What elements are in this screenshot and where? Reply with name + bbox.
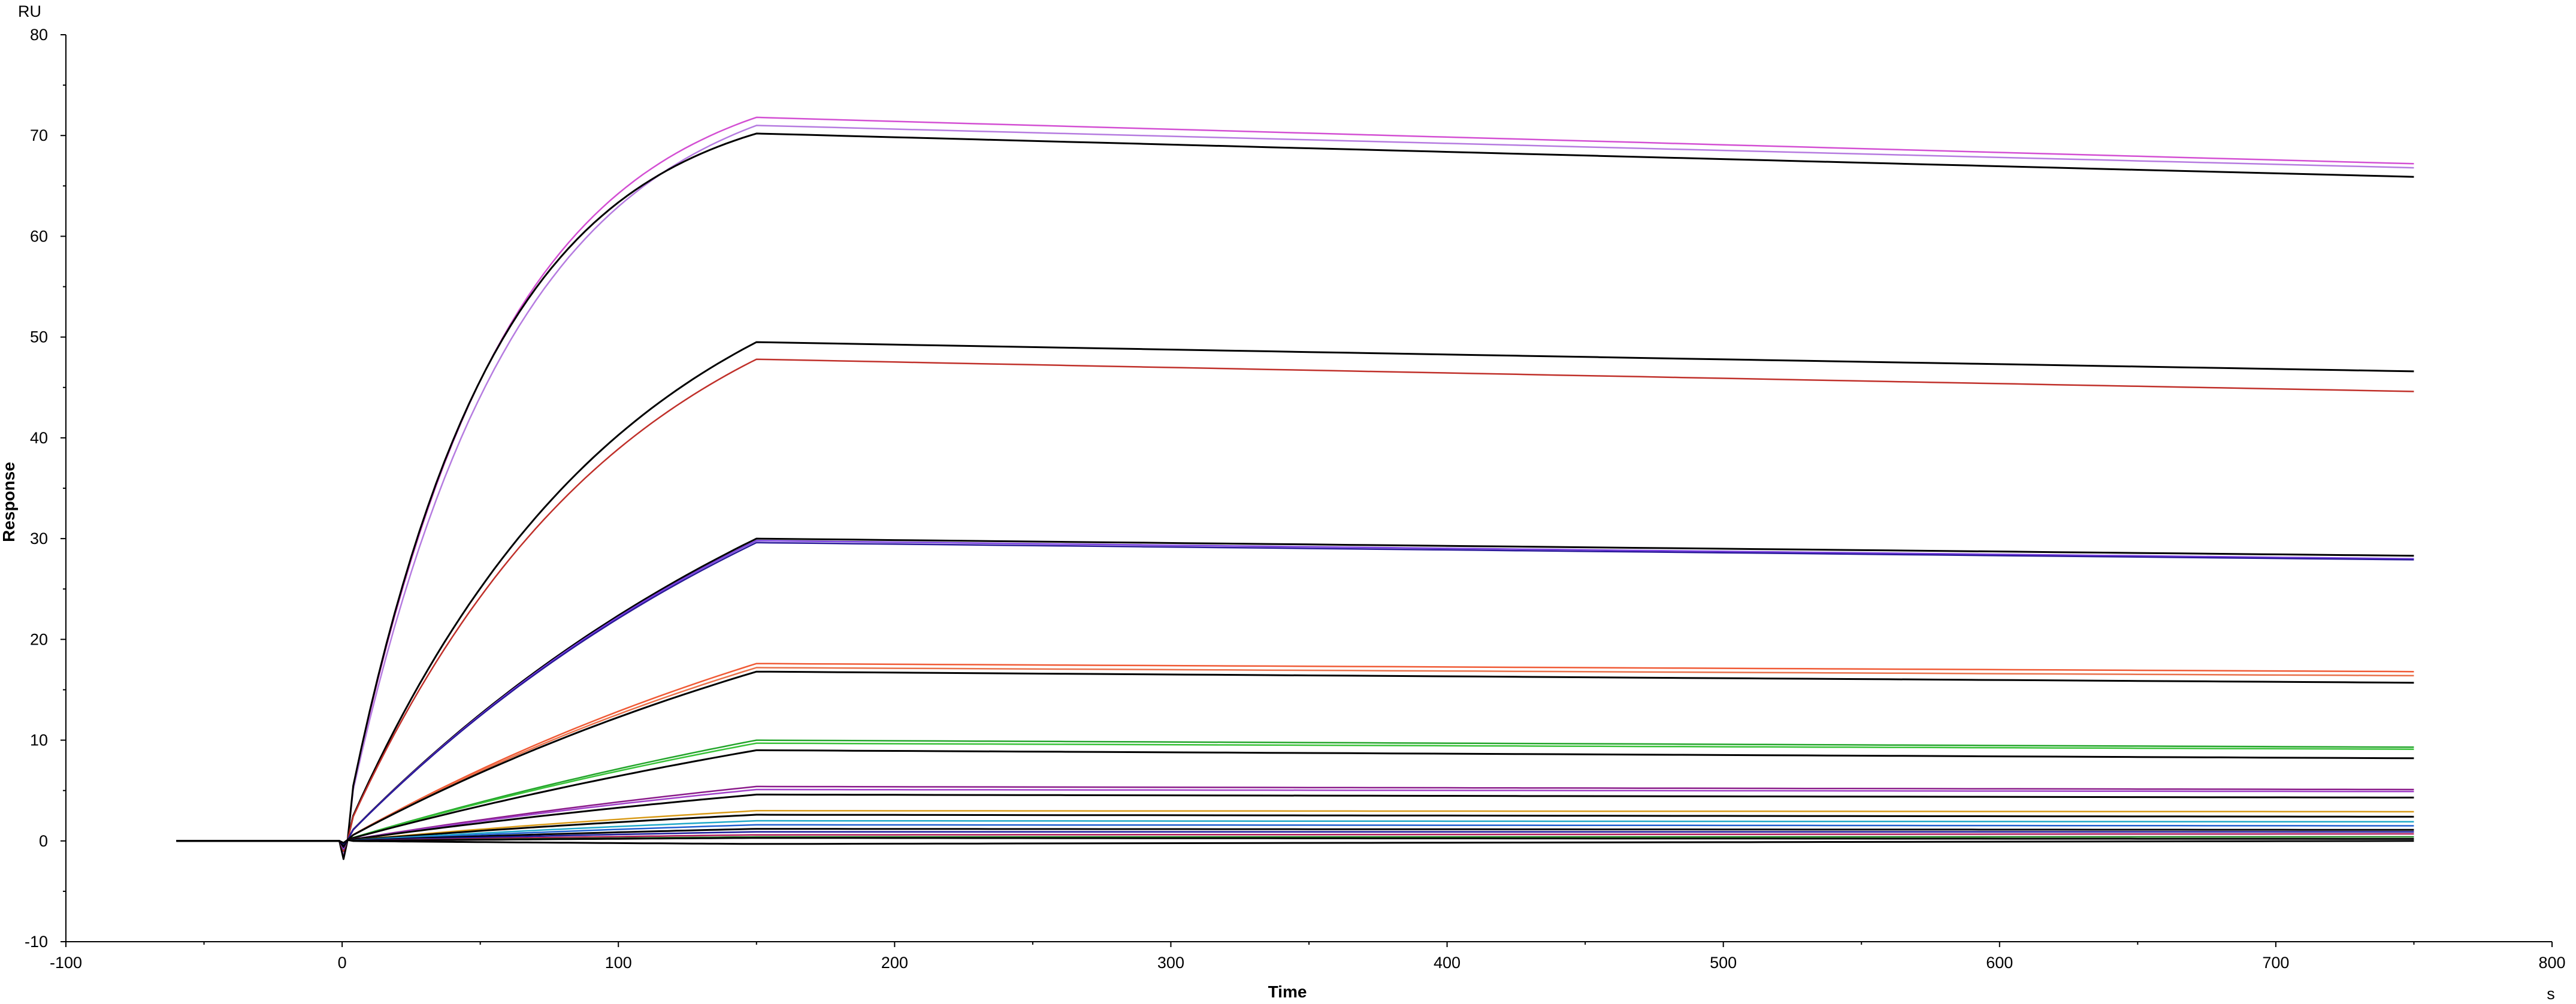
sensorgram-series-line — [176, 831, 2414, 845]
sensorgram-series-line — [176, 788, 2414, 846]
sensorgram-series-line — [176, 663, 2414, 848]
sensorgram-series-line — [176, 739, 2414, 847]
x-tick-label: 400 — [1434, 954, 1461, 972]
sensorgram-series-line — [176, 341, 2414, 852]
sensorgram-series-line — [176, 839, 2414, 845]
x-ticks-group: -100 0 100 200 300 400 500 600 700 800 — [50, 942, 2566, 972]
x-tick-label: 0 — [338, 954, 347, 972]
sensorgram-series-line — [176, 837, 2414, 844]
sensorgram-series-line — [176, 819, 2414, 845]
y-tick-label: 60 — [30, 227, 48, 245]
sensorgram-series-line — [176, 828, 2414, 845]
y-tick-label: 80 — [30, 26, 48, 44]
x-tick-label: 500 — [1710, 954, 1737, 972]
x-tick-label: -100 — [50, 954, 82, 972]
y-axis-title: Response — [0, 462, 18, 542]
y-ticks-group: -10 0 10 20 30 40 50 60 70 80 — [25, 26, 66, 951]
x-tick-label: 100 — [605, 954, 632, 972]
x-tick-label: 700 — [2262, 954, 2289, 972]
sensorgram-series-line — [176, 785, 2414, 846]
sensorgram-series-line — [176, 132, 2414, 860]
x-tick-label: 600 — [1986, 954, 2013, 972]
x-unit-label: s — [2547, 985, 2555, 1001]
sensorgram-series-line — [176, 540, 2414, 850]
sensorgram-series-line — [176, 814, 2414, 845]
x-tick-label: 300 — [1157, 954, 1184, 972]
y-tick-label: 40 — [30, 429, 48, 447]
x-axis-title: Time — [1268, 982, 1307, 1001]
sensorgram-series-line — [176, 537, 2414, 850]
y-unit-label: RU — [18, 2, 41, 20]
sensorgram-series-line — [176, 358, 2414, 852]
x-tick-label: 800 — [2538, 954, 2565, 972]
sensorgram-series-line — [176, 670, 2414, 848]
y-tick-label: 0 — [39, 832, 48, 850]
sensorgram-series-line — [176, 667, 2414, 848]
y-tick-label: 20 — [30, 630, 48, 648]
sensorgram-series-line — [176, 749, 2414, 847]
sensorgram-series-line — [176, 824, 2414, 845]
sensorgram-series-line — [176, 810, 2414, 845]
y-tick-label: 50 — [30, 328, 48, 346]
y-tick-label: 30 — [30, 530, 48, 548]
y-tick-label: -10 — [25, 933, 48, 951]
series-group — [176, 116, 2414, 860]
sensorgram-series-line — [176, 742, 2414, 847]
sensorgram-series-line — [176, 542, 2414, 848]
y-tick-label: 70 — [30, 126, 48, 144]
x-tick-label: 200 — [881, 954, 908, 972]
sensorgram-series-line — [176, 793, 2414, 846]
sensorgram-series-line — [176, 125, 2414, 854]
y-tick-label: 10 — [30, 731, 48, 749]
